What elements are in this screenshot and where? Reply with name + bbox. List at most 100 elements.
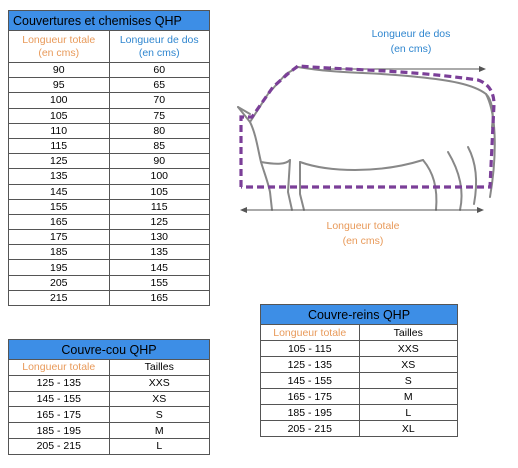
couvre-cou-length-cell: 145 - 155 (8, 390, 110, 408)
couvre-reins-value-cell: XXS (358, 340, 458, 357)
main-table-value-cell: 60 (108, 61, 210, 79)
couvre-reins-row: 205 - 215 XL (260, 420, 458, 437)
main-table-value-cell: 155 (108, 274, 210, 291)
main-table-row: 165 125 (8, 213, 210, 231)
main-table-row: 125 90 (8, 153, 210, 170)
couvre-cou-col1-header: Longueur totale (8, 359, 110, 376)
couvre-reins-value-cell: L (358, 404, 458, 421)
main-table-row: 115 85 (8, 137, 210, 155)
total-length-label: Longueur totale (327, 220, 400, 232)
main-table-length-cell: 155 (8, 198, 110, 215)
main-table-length-cell: 175 (8, 229, 110, 246)
main-table-length-cell: 135 (8, 168, 110, 185)
main-table-value-cell: 80 (108, 122, 210, 139)
couvre-cou-row: 125 - 135 XXS (8, 374, 210, 392)
couvre-cou-value-cell: XXS (108, 374, 210, 392)
couvre-cou-row: 165 - 175 S (8, 406, 210, 424)
main-table-row: 110 80 (8, 122, 210, 139)
couvre-reins-length-cell: 125 - 135 (260, 356, 360, 373)
couvre-cou-row: 205 - 215 L (8, 437, 210, 455)
main-col2-header: Longueur de dos (en cms) (108, 30, 210, 63)
total-length-unit: (en cms) (343, 235, 384, 247)
main-col1-header-label: Longueur totale (22, 33, 96, 46)
main-table-value-cell: 75 (108, 107, 210, 124)
couvre-cou-value-cell: S (108, 406, 210, 424)
main-size-table: Couvertures et chemises QHP Longueur tot… (8, 10, 210, 307)
main-table-body: 90 60 95 65 100 70 105 75 110 80 115 85 125 90 135 100 1… (8, 61, 210, 307)
main-table-value-cell: 125 (108, 213, 210, 231)
main-table-length-cell: 125 (8, 153, 110, 170)
main-table-length-cell: 165 (8, 213, 110, 231)
couvre-reins-col2-header: Tailles (358, 324, 458, 341)
couvre-reins-length-cell: 105 - 115 (260, 340, 360, 357)
main-table-length-cell: 205 (8, 274, 110, 291)
couvre-cou-length-cell: 205 - 215 (8, 437, 110, 455)
main-table-row: 95 65 (8, 77, 210, 94)
main-table-length-cell: 105 (8, 107, 110, 124)
couvre-reins-value-cell: S (358, 372, 458, 389)
main-table-value-cell: 145 (108, 259, 210, 276)
main-table-length-cell: 90 (8, 61, 110, 79)
main-table-value-cell: 130 (108, 229, 210, 246)
couvre-cou-table-body: 125 - 135 XXS 145 - 155 XS 165 - 175 S 185 - 1… (8, 374, 210, 455)
main-col1-header: Longueur totale (en cms) (8, 30, 110, 63)
main-table-row: 215 165 (8, 289, 210, 307)
couvre-reins-value-cell: XL (358, 420, 458, 437)
couvre-reins-row: 185 - 195 L (260, 404, 458, 421)
main-table-length-cell: 110 (8, 122, 110, 139)
main-table-row: 105 75 (8, 107, 210, 124)
main-table-length-cell: 95 (8, 77, 110, 94)
couvre-cou-row: 185 - 195 M (8, 422, 210, 439)
couvre-cou-length-cell: 185 - 195 (8, 422, 110, 439)
main-table-length-cell: 115 (8, 137, 110, 155)
couvre-reins-value-cell: XS (358, 356, 458, 373)
main-table-value-cell: 85 (108, 137, 210, 155)
back-length-label: Longueur de dos (372, 28, 451, 40)
blanket-outline (239, 64, 496, 189)
main-table-row: 135 100 (8, 168, 210, 185)
main-table-row: 145 105 (8, 183, 210, 200)
main-col1-header-unit: (en cms) (38, 46, 80, 59)
main-table-value-cell: 105 (108, 183, 210, 200)
main-table-value-cell: 135 (108, 244, 210, 261)
main-table-row: 175 130 (8, 229, 210, 246)
main-col2-header-unit: (en cms) (138, 46, 180, 59)
main-table-value-cell: 115 (108, 198, 210, 215)
couvre-cou-length-cell: 125 - 135 (8, 374, 110, 392)
main-col2-header-label: Longueur de dos (119, 33, 199, 46)
main-table-row: 90 60 (8, 61, 210, 79)
couvre-reins-value-cell: M (358, 388, 458, 405)
couvre-cou-row: 145 - 155 XS (8, 390, 210, 408)
horse-outline (237, 66, 496, 211)
total-length-arrow (240, 207, 484, 213)
main-table-value-cell: 100 (108, 168, 210, 185)
couvre-reins-title: Couvre-reins QHP (260, 304, 458, 325)
couvre-reins-length-cell: 185 - 195 (260, 404, 360, 421)
couvre-cou-col2-header: Tailles (108, 359, 210, 376)
main-table-value-cell: 90 (108, 153, 210, 170)
main-table-row: 205 155 (8, 274, 210, 291)
couvre-reins-col1-header: Longueur totale (260, 324, 360, 341)
main-table-value-cell: 70 (108, 92, 210, 109)
couvre-reins-length-cell: 165 - 175 (260, 388, 360, 405)
main-table-length-cell: 185 (8, 244, 110, 261)
main-table-row: 155 115 (8, 198, 210, 215)
main-table-value-cell: 165 (108, 289, 210, 307)
back-length-unit: (en cms) (391, 43, 432, 55)
couvre-reins-row: 145 - 155 S (260, 372, 458, 389)
couvre-reins-row: 105 - 115 XXS (260, 340, 458, 357)
couvre-cou-value-cell: M (108, 422, 210, 439)
couvre-reins-length-cell: 205 - 215 (260, 420, 360, 437)
main-table-row: 100 70 (8, 92, 210, 109)
couvre-cou-length-cell: 165 - 175 (8, 406, 110, 424)
couvre-reins-row: 125 - 135 XS (260, 356, 458, 373)
main-table-value-cell: 65 (108, 77, 210, 94)
couvre-reins-length-cell: 145 - 155 (260, 372, 360, 389)
couvre-reins-row: 165 - 175 M (260, 388, 458, 405)
main-table-length-cell: 215 (8, 289, 110, 307)
couvre-cou-title: Couvre-cou QHP (8, 339, 210, 360)
main-table-row: 195 145 (8, 259, 210, 276)
main-table-title: Couvertures et chemises QHP (8, 10, 210, 31)
couvre-cou-value-cell: L (108, 437, 210, 455)
main-table-length-cell: 195 (8, 259, 110, 276)
